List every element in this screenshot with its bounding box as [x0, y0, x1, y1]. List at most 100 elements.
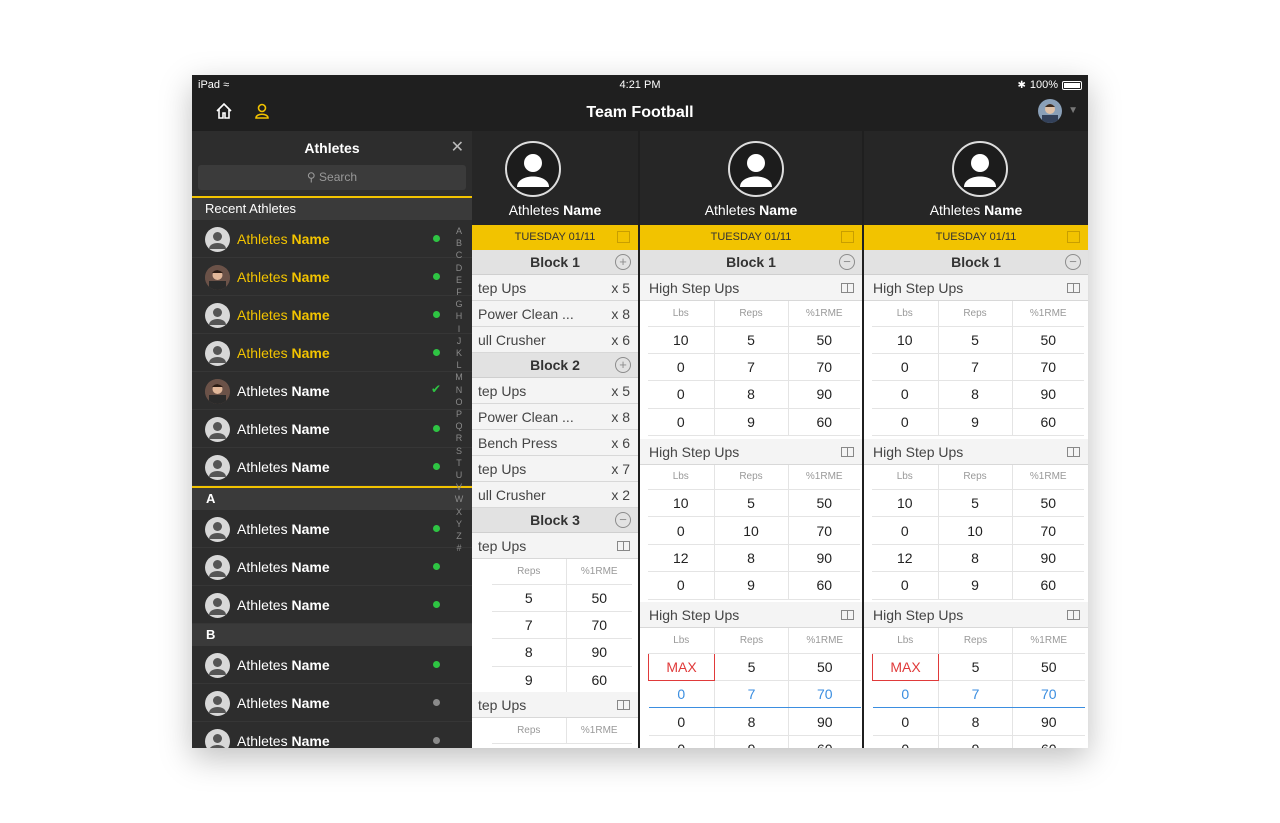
table-row[interactable]: 0 8 90: [648, 380, 860, 409]
alphabet-letter[interactable]: F: [456, 287, 462, 298]
table-cell[interactable]: 7: [714, 353, 789, 382]
table-cell[interactable]: 10: [938, 516, 1013, 545]
date-bar[interactable]: TUESDAY 01/11: [472, 225, 638, 250]
exercise-row[interactable]: High Step Ups: [640, 438, 862, 465]
book-icon[interactable]: [841, 283, 854, 293]
book-icon[interactable]: [617, 700, 630, 710]
alphabet-letter[interactable]: Y: [455, 518, 462, 529]
table-cell[interactable]: 50: [788, 326, 860, 354]
block-header[interactable]: Block 2 +: [472, 353, 638, 378]
athlete-list-item[interactable]: Athletes Name: [192, 510, 472, 548]
book-icon[interactable]: [841, 446, 854, 457]
table-cell[interactable]: 90: [1012, 707, 1085, 736]
table-row[interactable]: 9 60: [492, 666, 632, 695]
alphabet-letter[interactable]: X: [455, 506, 462, 517]
book-icon[interactable]: [841, 610, 854, 621]
table-cell[interactable]: 0: [648, 680, 715, 709]
exercise-row[interactable]: High Step Ups: [640, 275, 862, 301]
alphabet-letter[interactable]: U: [455, 470, 463, 481]
table-cell[interactable]: 60: [788, 408, 860, 437]
athlete-list-item[interactable]: Athletes Name: [192, 586, 472, 624]
book-icon[interactable]: [617, 541, 630, 551]
user-avatar[interactable]: [1038, 99, 1062, 123]
date-bar[interactable]: TUESDAY 01/11: [864, 225, 1088, 250]
table-cell[interactable]: 70: [788, 353, 860, 382]
table-cell[interactable]: 90: [788, 380, 860, 409]
athlete-icon[interactable]: [252, 101, 276, 125]
alphabet-letter[interactable]: R: [455, 433, 463, 444]
table-row[interactable]: 0 7 70: [648, 353, 860, 382]
table-cell[interactable]: 5: [492, 584, 567, 612]
table-cell[interactable]: 8: [714, 544, 789, 573]
alphabet-letter[interactable]: D: [455, 262, 463, 273]
exercise-row[interactable]: tep Ups x 5: [472, 275, 638, 301]
alphabet-letter[interactable]: S: [455, 445, 462, 456]
athlete-avatar[interactable]: [505, 141, 561, 197]
table-cell[interactable]: 10: [648, 326, 715, 354]
alphabet-letter[interactable]: T: [456, 457, 462, 468]
table-cell[interactable]: 0: [872, 380, 939, 409]
alphabet-letter[interactable]: W: [454, 494, 464, 505]
table-cell[interactable]: 0: [648, 571, 715, 600]
table-cell[interactable]: 5: [938, 326, 1013, 354]
athlete-list-item[interactable]: Athletes Name: [192, 220, 472, 258]
exercise-row[interactable]: Power Clean ... x 8: [472, 404, 638, 430]
table-cell[interactable]: 9: [492, 666, 567, 695]
table-cell[interactable]: 8: [938, 380, 1013, 409]
table-row[interactable]: 10 5 50: [872, 326, 1084, 354]
table-row[interactable]: 0 8 90: [872, 380, 1084, 409]
table-cell[interactable]: 60: [1012, 735, 1085, 748]
alphabet-letter[interactable]: A: [455, 226, 462, 236]
table-cell[interactable]: 7: [492, 611, 567, 640]
table-cell[interactable]: 90: [566, 638, 632, 667]
table-cell[interactable]: 9: [938, 571, 1013, 600]
table-row[interactable]: 0 10 70: [648, 516, 860, 545]
table-cell[interactable]: 0: [872, 680, 939, 709]
calendar-icon[interactable]: [1067, 231, 1080, 243]
exercise-row[interactable]: tep Ups: [472, 692, 638, 718]
table-cell[interactable]: 70: [566, 611, 632, 640]
table-row[interactable]: 0 8 90: [648, 707, 861, 736]
table-cell[interactable]: 5: [938, 489, 1013, 518]
table-cell[interactable]: 8: [714, 380, 789, 409]
exercise-row[interactable]: tep Ups: [472, 533, 638, 559]
alphabet-letter[interactable]: G: [455, 299, 463, 310]
block-header[interactable]: Block 1 −: [864, 250, 1088, 275]
table-cell[interactable]: 8: [938, 707, 1013, 736]
close-icon[interactable]: ✕: [450, 139, 464, 156]
alphabet-letter[interactable]: E: [455, 274, 462, 285]
table-cell[interactable]: 90: [788, 544, 860, 573]
table-cell[interactable]: 9: [938, 735, 1013, 748]
table-cell[interactable]: 5: [938, 653, 1013, 682]
table-cell[interactable]: 5: [714, 489, 789, 518]
collapse-icon[interactable]: −: [615, 512, 631, 528]
table-row[interactable]: 10 5 50: [648, 489, 860, 518]
table-cell[interactable]: 0: [872, 571, 939, 600]
table-cell[interactable]: 10: [648, 489, 715, 518]
table-cell[interactable]: 70: [788, 680, 861, 709]
alphabet-letter[interactable]: N: [455, 384, 463, 395]
search-input[interactable]: ⚲ Search: [198, 165, 466, 190]
table-cell[interactable]: 70: [1012, 353, 1084, 382]
table-row[interactable]: 5 50: [492, 584, 632, 612]
alphabet-letter[interactable]: M: [455, 372, 463, 383]
alphabet-letter[interactable]: P: [455, 409, 462, 420]
table-cell[interactable]: 10: [872, 326, 939, 354]
exercise-row[interactable]: ull Crusher x 2: [472, 482, 638, 508]
book-icon[interactable]: [1067, 283, 1080, 293]
table-cell[interactable]: 60: [1012, 408, 1084, 437]
table-cell[interactable]: 5: [714, 326, 789, 354]
athlete-list-item[interactable]: Athletes Name: [192, 646, 472, 684]
table-cell[interactable]: 8: [714, 707, 789, 736]
athlete-avatar[interactable]: [728, 141, 784, 197]
table-cell[interactable]: 7: [714, 680, 789, 709]
table-cell[interactable]: 8: [492, 638, 567, 667]
block-header[interactable]: Block 1 −: [640, 250, 862, 275]
athlete-avatar[interactable]: [952, 141, 1008, 197]
athlete-list-item[interactable]: Athletes Name: [192, 722, 472, 748]
collapse-icon[interactable]: −: [1065, 254, 1081, 270]
table-row[interactable]: 12 8 90: [872, 544, 1084, 573]
alphabet-letter[interactable]: H: [455, 311, 463, 322]
